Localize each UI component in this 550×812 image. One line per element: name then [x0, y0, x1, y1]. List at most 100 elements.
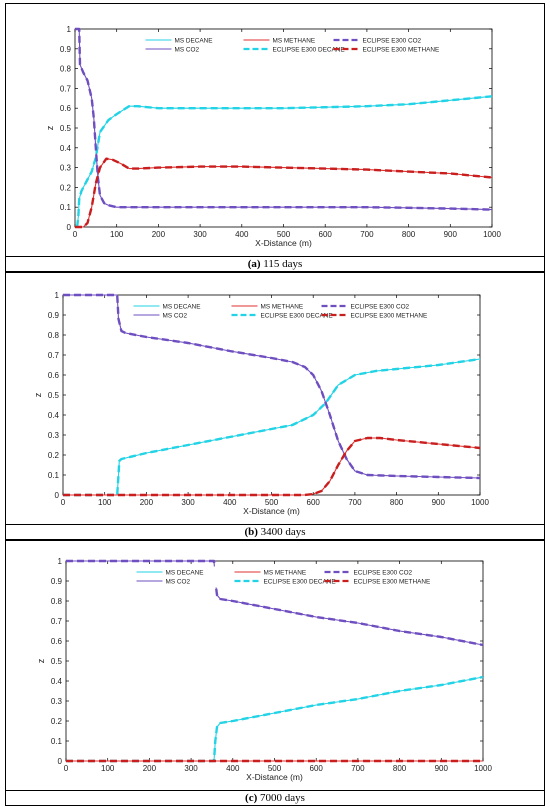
y-tick-label: 0.8 — [51, 597, 63, 606]
y-tick-label: 0.1 — [51, 737, 63, 746]
caption-b: (b) 3400 days — [5, 524, 545, 540]
x-tick-label: 1000 — [474, 764, 492, 773]
caption-c-letter: (c) — [245, 792, 258, 804]
y-tick-label: 0 — [55, 491, 60, 500]
y-tick-label: 1 — [67, 25, 72, 34]
caption-b-letter: (b) — [244, 526, 258, 538]
x-tick-label: 0 — [73, 230, 78, 239]
legend-label: ECLIPSE E300 METHANE — [351, 313, 428, 320]
caption-a-letter: (a) — [247, 258, 261, 270]
y-tick-label: 0.3 — [60, 164, 72, 173]
x-tick-label: 500 — [268, 764, 282, 773]
caption-a-text: 115 days — [263, 258, 303, 270]
legend-label: ECLIPSE E300 DECANE — [261, 313, 333, 320]
x-tick-label: 200 — [152, 230, 166, 239]
y-tick-label: 1 — [55, 291, 60, 300]
y-tick-label: 0.3 — [51, 697, 63, 706]
y-tick-label: 0.1 — [48, 471, 60, 480]
plot-area — [62, 294, 481, 496]
x-tick-label: 200 — [140, 498, 154, 507]
x-tick-label: 600 — [319, 230, 333, 239]
x-tick-label: 900 — [432, 498, 446, 507]
y-tick-label: 0.7 — [60, 84, 72, 93]
y-tick-label: 0.9 — [48, 311, 60, 320]
chart-panel-a: 0 100 200 300 400 500 600 700 800 900 1000 0 0.1 0.2 0… — [5, 3, 545, 256]
x-tick-label: 1000 — [483, 230, 501, 239]
y-tick-label: 0.7 — [48, 351, 60, 360]
legend-label: ECLIPSE E300 DECANE — [264, 579, 336, 586]
y-tick-label: 0.2 — [60, 183, 72, 192]
x-axis-label: X-Distance (m) — [246, 772, 303, 782]
y-tick-label: 0.8 — [60, 65, 72, 74]
y-axis-label: z — [33, 392, 43, 397]
y-tick-label: 0.9 — [51, 577, 63, 586]
caption-b-text: 3400 days — [260, 526, 306, 538]
x-tick-label: 1000 — [471, 498, 489, 507]
y-tick-label: 0.4 — [48, 411, 60, 420]
x-tick-label: 900 — [435, 764, 449, 773]
x-tick-label: 500 — [265, 498, 279, 507]
caption-a: (a) 115 days — [5, 256, 545, 272]
y-tick-label: 0.1 — [60, 203, 72, 212]
y-axis-label: z — [36, 658, 46, 663]
x-tick-label: 800 — [402, 230, 416, 239]
x-tick-label: 800 — [393, 764, 407, 773]
y-tick-label: 0.2 — [48, 451, 60, 460]
x-tick-label: 300 — [193, 230, 207, 239]
legend-label: MS METHANE — [264, 570, 307, 577]
legend-label: MS DECANE — [163, 304, 201, 311]
caption-c: (c) 7000 days — [5, 790, 545, 806]
x-tick-label: 500 — [277, 230, 291, 239]
legend: MS DECANE MS METHANE ECLIPSE E300 CO2 MS CO… — [131, 300, 428, 322]
legend-label: ECLIPSE E300 METHANE — [354, 579, 431, 586]
chart-panel-b: 0 100 200 300 400 500 600 700 800 900 1000 0 0.1 0.2 0… — [5, 272, 545, 524]
chart-panel-c: 0 100 200 300 400 500 600 700 800 900 1000 0 0.1 0.2 0… — [5, 540, 545, 790]
y-tick-label: 0.6 — [51, 637, 63, 646]
legend-label: MS DECANE — [175, 38, 213, 45]
x-tick-label: 900 — [444, 230, 458, 239]
y-tick-label: 0.6 — [48, 371, 60, 380]
x-tick-label: 100 — [101, 764, 115, 773]
y-tick-label: 0.4 — [60, 144, 72, 153]
legend-label: ECLIPSE E300 DECANE — [273, 47, 345, 54]
chart-a-svg: 0 100 200 300 400 500 600 700 800 900 1000 0 0.1 0.2 0… — [45, 25, 501, 248]
legend-label: MS CO2 — [175, 47, 200, 54]
legend: MS DECANE MS METHANE ECLIPSE E300 CO2 MS CO… — [134, 566, 431, 588]
legend-label: MS CO2 — [166, 579, 191, 586]
series-line-eclipse-e300-decane — [66, 675, 484, 763]
x-tick-label: 100 — [98, 498, 112, 507]
y-tick-label: 0.7 — [51, 617, 63, 626]
x-tick-label: 300 — [184, 764, 198, 773]
y-tick-label: 0.6 — [60, 104, 72, 113]
series-line-eclipse-e300-decane — [75, 95, 493, 228]
plot-area — [74, 28, 493, 228]
x-tick-label: 700 — [348, 498, 362, 507]
legend-label: MS CO2 — [163, 313, 188, 320]
legend-label: MS METHANE — [273, 38, 316, 45]
x-tick-label: 700 — [360, 230, 374, 239]
series-line-eclipse-e300-methane — [75, 157, 493, 229]
y-tick-label: 0.9 — [60, 45, 72, 54]
caption-c-text: 7000 days — [260, 792, 305, 804]
chart-c-svg: 0 100 200 300 400 500 600 700 800 900 1000 0 0.1 0.2 0… — [36, 557, 492, 782]
x-tick-label: 700 — [351, 764, 365, 773]
y-tick-label: 0.2 — [51, 717, 63, 726]
x-tick-label: 600 — [307, 498, 321, 507]
x-tick-label: 800 — [390, 498, 404, 507]
x-axis-label: X-Distance (m) — [255, 238, 312, 248]
y-tick-label: 0.4 — [51, 677, 63, 686]
y-tick-label: 0.8 — [48, 331, 60, 340]
legend-label: ECLIPSE E300 CO2 — [351, 304, 410, 311]
y-tick-label: 0 — [58, 757, 63, 766]
legend-label: ECLIPSE E300 METHANE — [363, 47, 440, 54]
legend-label: ECLIPSE E300 CO2 — [354, 570, 413, 577]
x-tick-label: 400 — [223, 498, 237, 507]
legend-label: ECLIPSE E300 CO2 — [363, 38, 422, 45]
series-line-eclipse-e300-co2 — [66, 559, 484, 647]
x-tick-label: 400 — [226, 764, 240, 773]
y-tick-label: 1 — [58, 557, 63, 566]
legend: MS DECANE MS METHANE ECLIPSE E300 CO2 MS CO… — [143, 34, 440, 56]
legend-label: MS METHANE — [261, 304, 304, 311]
x-tick-label: 100 — [110, 230, 124, 239]
x-tick-label: 0 — [64, 764, 69, 773]
